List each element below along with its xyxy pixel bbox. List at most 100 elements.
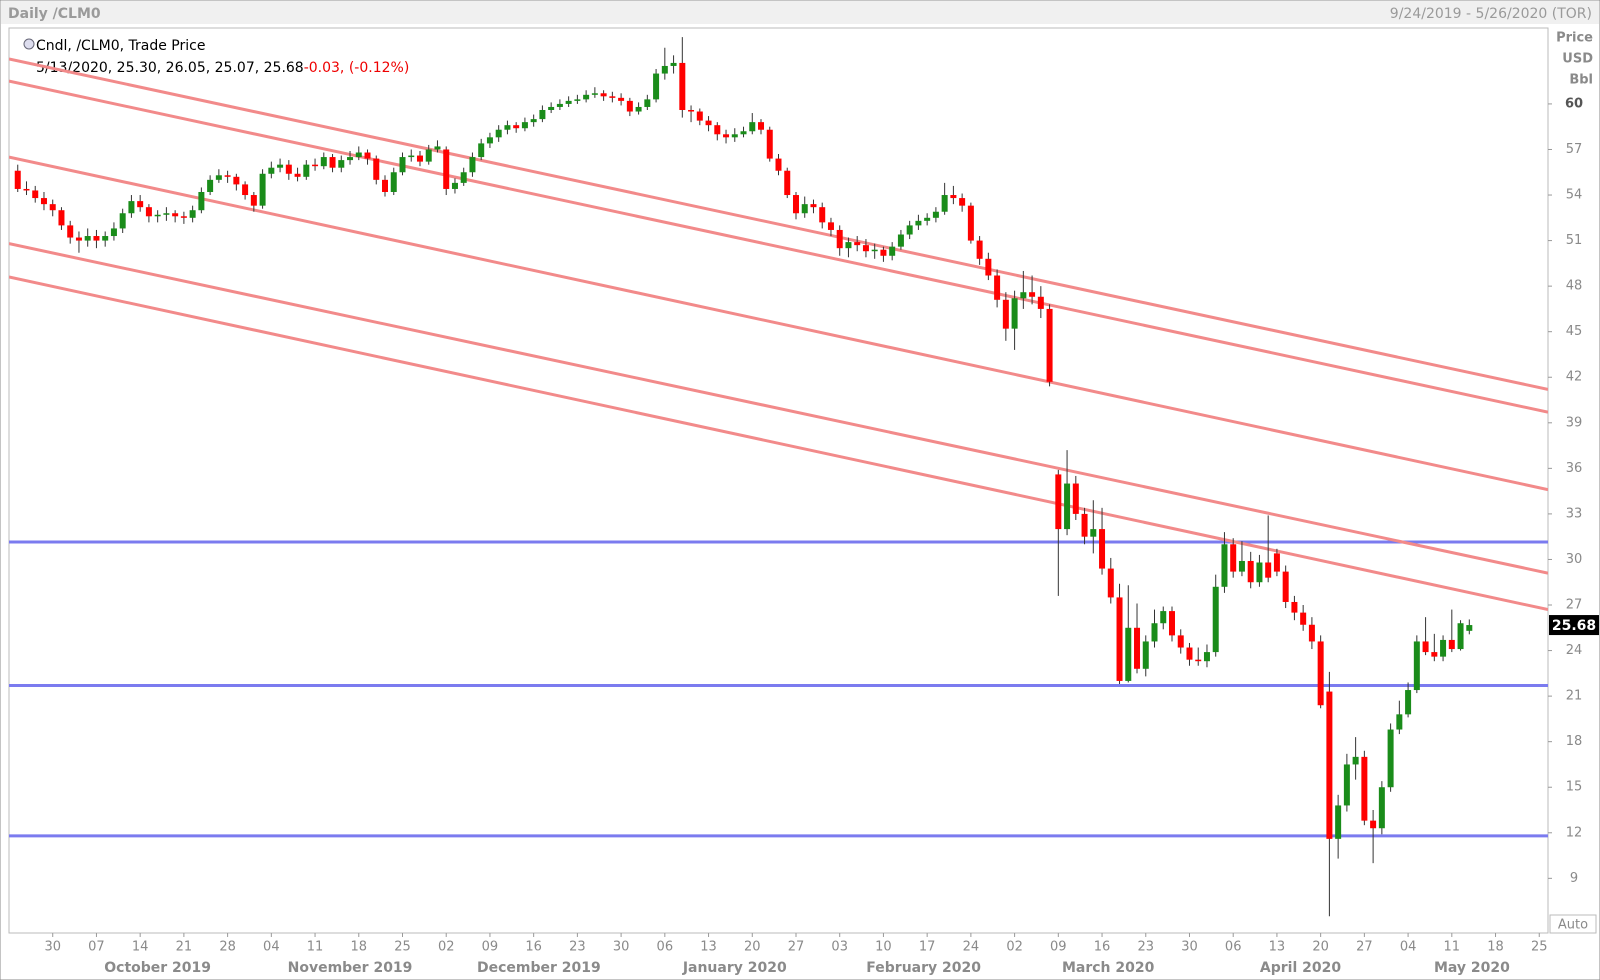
candle-body	[635, 106, 642, 112]
candle-body	[845, 242, 852, 249]
y-tick-label: 36	[1566, 461, 1583, 476]
y-tick-label: 24	[1566, 643, 1583, 658]
month-label: December 2019	[477, 960, 601, 976]
candle-body	[110, 228, 117, 237]
candle-body	[644, 99, 651, 107]
x-tick-label: 09	[482, 940, 499, 955]
candle-body	[268, 167, 275, 174]
x-tick-label: 13	[700, 940, 717, 955]
candle-body	[521, 122, 528, 129]
x-tick-label: 30	[613, 940, 630, 955]
x-tick-label: 30	[44, 940, 61, 955]
x-tick-label: 27	[1356, 940, 1373, 955]
auto-button[interactable]	[1549, 914, 1597, 934]
y-tick-label: 60	[1565, 96, 1583, 111]
candle-body	[416, 155, 423, 162]
candle-body	[399, 157, 406, 173]
candle-body	[312, 164, 319, 167]
candle-body	[941, 195, 948, 212]
candle-body	[469, 157, 476, 173]
candle-body	[539, 109, 546, 120]
x-tick-label: 23	[1137, 940, 1154, 955]
candle-body	[854, 242, 861, 246]
trend-line	[9, 57, 1548, 391]
candle-body	[626, 100, 633, 112]
candle-body	[548, 106, 555, 110]
x-tick-label: 27	[788, 940, 805, 955]
candle-body	[862, 245, 869, 252]
candle-body	[460, 172, 467, 183]
candle-body	[1448, 639, 1455, 650]
candle-body	[1335, 805, 1342, 839]
candle-body	[303, 164, 310, 177]
candle-body	[618, 97, 625, 101]
y-tick-label: 12	[1566, 825, 1583, 840]
candle-body	[661, 65, 668, 74]
candle-body	[1011, 298, 1018, 329]
candle-body	[924, 217, 931, 221]
candle-body	[1212, 586, 1219, 653]
candle-body	[486, 137, 493, 144]
x-tick-label: 07	[88, 940, 105, 955]
month-label: February 2020	[866, 960, 981, 976]
candle-body	[1160, 611, 1167, 624]
auto-label[interactable]: Auto	[1558, 918, 1588, 933]
candle-body	[495, 129, 502, 138]
candle-body	[180, 216, 187, 218]
candle-body	[224, 175, 231, 177]
candle-body	[1116, 597, 1123, 681]
x-tick-label: 18	[1487, 940, 1504, 955]
candle-body	[207, 179, 214, 192]
candle-body	[1387, 729, 1394, 788]
x-tick-label: 11	[1444, 940, 1461, 955]
x-tick-label: 03	[831, 940, 848, 955]
candle-body	[443, 149, 450, 189]
candle-body	[1265, 562, 1272, 578]
candle-body	[58, 210, 65, 226]
candle-body	[784, 170, 791, 196]
candle-body	[749, 122, 756, 132]
candle-body	[49, 204, 56, 211]
candle-body	[355, 152, 362, 158]
candle-body	[1090, 529, 1097, 537]
candle-body	[967, 205, 974, 241]
candle-body	[1422, 641, 1429, 653]
candle-body	[23, 188, 30, 191]
y-tick-label: 9	[1570, 871, 1578, 886]
plot-area	[9, 37, 1548, 917]
candle-body	[609, 96, 616, 98]
x-tick-label: 20	[1312, 940, 1329, 955]
candle-body	[1020, 292, 1027, 299]
candle-body	[915, 220, 922, 226]
candle-body	[242, 184, 249, 196]
candle-body	[679, 62, 686, 110]
candle-body	[40, 198, 47, 205]
y-tick-label: 21	[1566, 689, 1583, 704]
candle-body	[731, 134, 738, 138]
candle-body	[1352, 756, 1359, 765]
trend-line	[9, 155, 1548, 492]
candle-body	[819, 207, 826, 223]
candle-body	[1064, 483, 1071, 530]
candle-body	[556, 103, 563, 107]
candle-body	[233, 176, 240, 185]
candle-body	[1195, 659, 1202, 662]
header-bar	[1, 1, 1599, 24]
candle-body	[1046, 308, 1053, 382]
candle-body	[775, 158, 782, 171]
candle-body	[294, 173, 301, 177]
last-price-label: 25.68	[1552, 618, 1596, 634]
candle-body	[1291, 601, 1298, 613]
candle-body	[766, 129, 773, 159]
x-tick-label: 17	[919, 940, 936, 955]
candle-body	[137, 201, 144, 208]
candle-body	[1273, 553, 1280, 572]
candle-body	[1055, 474, 1062, 530]
candle-body	[478, 143, 485, 158]
candle-body	[1361, 756, 1368, 821]
date-range: 9/24/2019 - 5/26/2020 (TOR)	[1390, 6, 1592, 22]
candle-body	[145, 207, 152, 217]
candle-body	[277, 164, 284, 168]
candle-body	[1247, 560, 1254, 583]
